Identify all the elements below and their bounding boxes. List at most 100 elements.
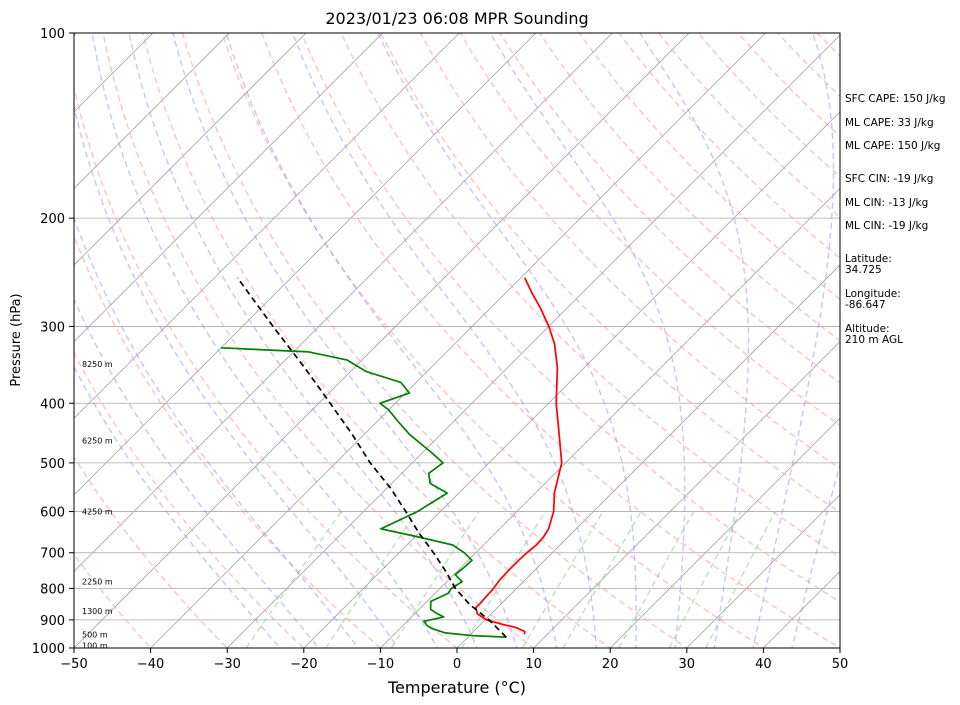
y-tick-label: 1000 [32,642,65,657]
dewpoint-profile-line [220,346,507,638]
moist-adiabat-line [172,33,518,648]
y-axis-label: Pressure (hPa) [9,293,24,386]
dry-adiabat-line [261,33,840,648]
isotherm-line [609,417,840,648]
mixing-ratio-line [668,511,742,648]
isotherm-line [904,19,960,661]
dry-adiabat-line [181,33,689,648]
moist-adiabat-line [74,104,399,648]
altitude-value: 210 m AGL [845,334,903,346]
isotherm-line [74,33,230,189]
sfc-cin-text: SFC CIN: -19 J/kg [845,173,934,185]
moist-adiabat-line [791,462,840,648]
chart-title: 2023/01/23 06:08 MPR Sounding [325,9,588,28]
dry-adiabat-line [300,33,840,603]
isotherm-line [379,187,840,648]
mixing-ratio-line [325,511,418,648]
mixing-ratio-line [618,511,695,648]
x-tick-label: 0 [453,657,461,672]
x-tick-label: 40 [755,657,772,672]
mixing-ratio-line [461,511,547,648]
moist-adiabat-line [225,33,558,648]
y-tick-label: 700 [40,547,65,562]
x-tick-label: −50 [60,657,87,672]
moist-adiabat-line [377,33,637,648]
moist-adiabat-line [291,33,598,648]
moist-adiabat-line [91,33,438,648]
isotherm-line [456,264,840,648]
moist-adiabat-line [752,33,835,648]
height-label: 8250 m [82,360,113,369]
latitude-label: Latitude: [845,253,892,265]
ml-cape-text: ML CAPE: 33 J/kg [845,117,934,129]
sfc-cape-text: SFC CAPE: 150 J/kg [845,93,946,105]
temperature-profile-line [474,277,563,635]
height-label: 100 m [82,641,108,650]
dry-adiabat-line [538,33,840,342]
altitude-label: Altitude: [845,323,890,335]
isotherm-line [150,33,767,648]
dry-adiabat-line [102,33,535,648]
dry-adiabat-line [221,33,765,648]
x-tick-label: 50 [832,657,849,672]
height-label: 500 m [82,630,108,639]
mixing-ratio-line [245,511,342,648]
dry-adiabat-line [74,234,382,648]
isotherm-line [303,111,840,648]
latitude-value: 34.725 [845,264,882,276]
isotherm-line [226,34,840,648]
x-tick-label: −40 [137,657,164,672]
isotherm-line [74,33,384,343]
isotherm-line [74,33,690,648]
x-tick-label: 20 [602,657,619,672]
dry-adiabat-line [736,33,840,138]
dry-adiabat-line [499,33,840,384]
mixing-ratio-line [390,511,480,648]
longitude-value: -86.647 [845,299,886,311]
ml-cape-text: ML CAPE: 150 J/kg [845,140,941,152]
y-tick-label: 200 [40,212,65,227]
y-tick-label: 500 [40,457,65,472]
height-label: 6250 m [82,437,113,446]
isotherm-line [74,33,460,419]
mixing-ratio-line [562,511,642,648]
y-tick-label: 400 [40,397,65,412]
isotherm-line [533,341,840,648]
isotherm-line [686,494,840,648]
ml-cin-text: ML CIN: -13 J/kg [845,197,929,209]
height-label: 1300 m [82,607,113,616]
height-label: 2250 m [82,578,113,587]
y-tick-label: 800 [40,582,65,597]
dry-adiabat-line [657,33,840,219]
y-tick-label: 600 [40,506,65,521]
mixing-ratio-line [521,511,604,648]
isotherm-line [74,33,154,113]
dry-adiabat-line [459,33,840,427]
moist-adiabat-line [74,215,359,648]
dry-adiabat-line [74,351,305,648]
isotherm-line [74,33,307,266]
dry-adiabat-line [74,84,459,648]
parcel-path-line [236,277,507,638]
x-tick-label: 10 [525,657,542,672]
dry-adiabat-line [142,33,612,648]
y-tick-label: 300 [40,320,65,335]
x-tick-label: −20 [290,657,317,672]
y-tick-label: 100 [40,27,65,42]
moist-adiabat-line [74,365,281,648]
moist-adiabat-line [638,33,750,648]
x-tick-label: −30 [213,657,240,672]
isotherm-line [74,33,613,572]
x-tick-label: 30 [679,657,696,672]
height-label: 4250 m [82,508,113,517]
moist-adiabat-line [489,33,686,648]
x-axis-label: Temperature (°C) [387,678,526,697]
ml-cin-text: ML CIN: -19 J/kg [845,220,929,232]
y-tick-label: 900 [40,614,65,629]
x-tick-label: −10 [367,657,394,672]
plot-frame [73,32,841,649]
longitude-label: Longitude: [845,288,901,300]
mixing-ratio-line [705,511,776,648]
dry-adiabat-line [74,455,229,648]
